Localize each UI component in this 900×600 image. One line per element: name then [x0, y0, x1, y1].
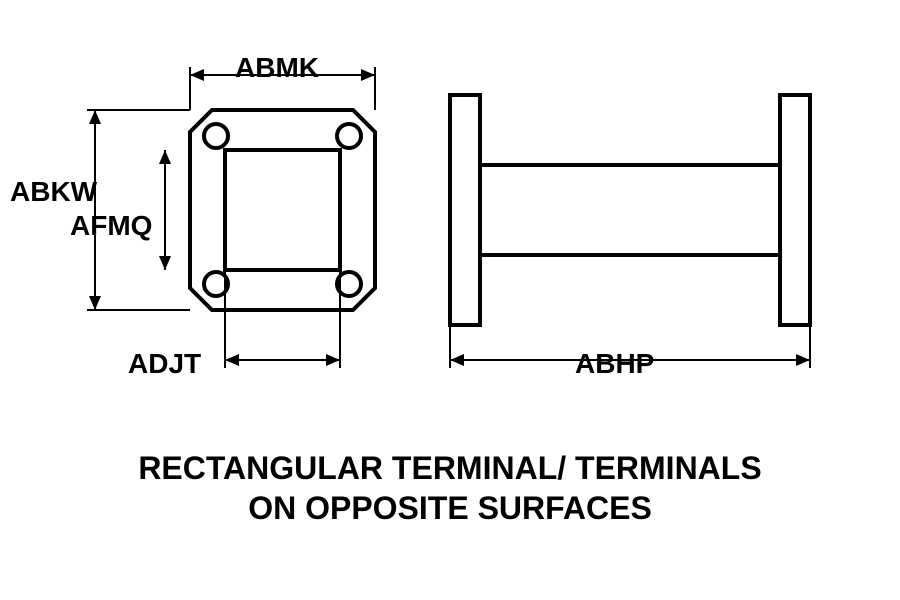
- dim-label-abhp: ABHP: [575, 348, 654, 380]
- dim-label-abkw: ABKW: [10, 176, 97, 208]
- dim-label-adjt: ADJT: [128, 348, 201, 380]
- dim-label-abmk: ABMK: [235, 52, 319, 84]
- diagram-title-line1: RECTANGULAR TERMINAL/ TERMINALS: [0, 450, 900, 487]
- dim-label-afmq: AFMQ: [70, 210, 152, 242]
- diagram-title-line2: ON OPPOSITE SURFACES: [0, 490, 900, 527]
